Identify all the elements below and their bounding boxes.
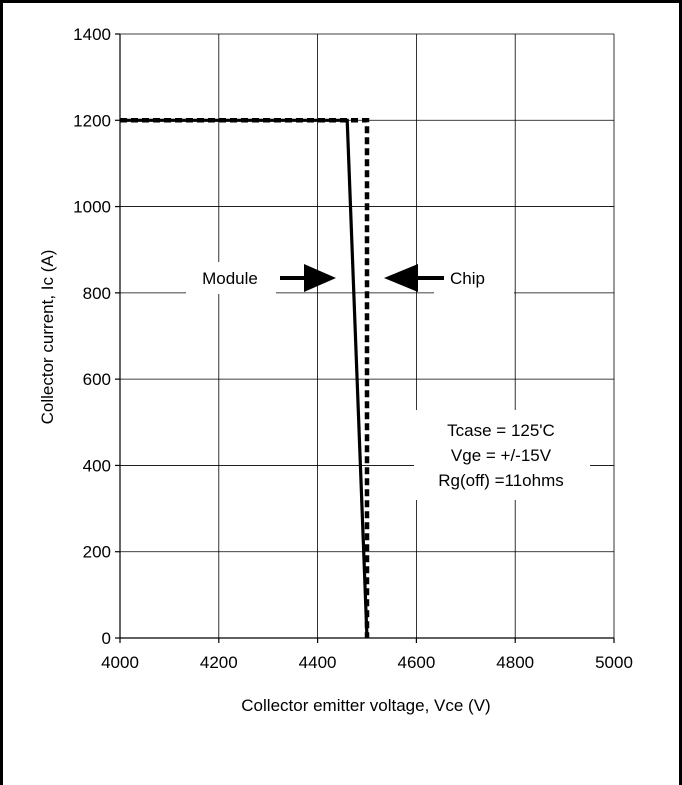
y-tick-label-1: 200	[83, 543, 111, 562]
x-tick-label-1: 4200	[200, 653, 238, 672]
condition-line-1: Vge = +/-15V	[451, 446, 552, 465]
axes	[115, 33, 615, 643]
x-tick-label-2: 4400	[299, 653, 337, 672]
chip-arrow-head	[384, 264, 418, 292]
y-tick-label-6: 1200	[73, 111, 111, 130]
x-tick-label-0: 4000	[101, 653, 139, 672]
y-tick-label-5: 1000	[73, 198, 111, 217]
module-arrow-head	[304, 264, 336, 292]
condition-line-0: Tcase = 125'C	[447, 421, 555, 440]
module-label: Module	[202, 269, 258, 288]
y-axis-label: Collector current, Ic (A)	[38, 250, 57, 425]
y-tick-label-4: 800	[83, 284, 111, 303]
y-tick-label-3: 600	[83, 370, 111, 389]
series-group	[120, 118, 370, 639]
x-axis-label: Collector emitter voltage, Vce (V)	[241, 696, 490, 715]
chip-label: Chip	[450, 269, 485, 288]
chip-label-bg	[434, 262, 514, 294]
annotations: Module Chip Tcase = 125'C Vge = +/-15V Rg(of…	[186, 262, 590, 500]
x-tick-label-5: 5000	[595, 653, 633, 672]
series-chip-line	[120, 118, 370, 638]
series-module-line	[120, 118, 369, 639]
tick-labels: 0 200 400 600 800 1000 1200 1400 4000 4200 4400 460…	[73, 25, 633, 672]
x-tick-label-4: 4800	[496, 653, 534, 672]
x-tick-label-3: 4600	[397, 653, 435, 672]
condition-line-2: Rg(off) =11ohms	[438, 471, 564, 490]
y-tick-label-0: 0	[102, 629, 111, 648]
y-tick-label-7: 1400	[73, 25, 111, 44]
module-label-bg	[186, 262, 276, 294]
conditions-box	[414, 410, 590, 500]
y-tick-label-2: 400	[83, 456, 111, 475]
